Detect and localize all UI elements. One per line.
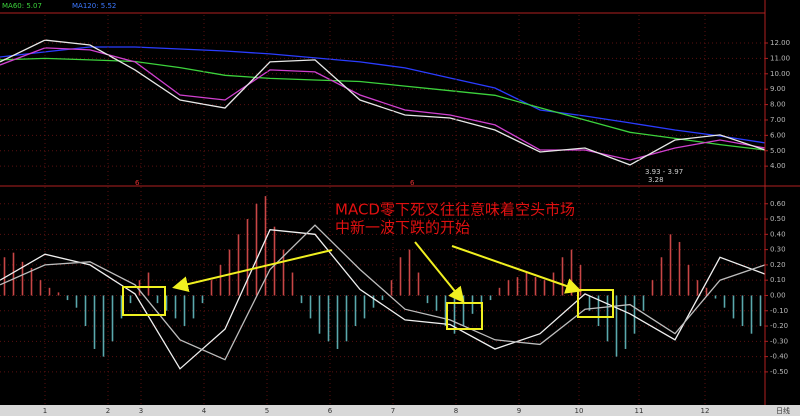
arrow	[451, 245, 582, 294]
y-tick-label: -0.40	[770, 353, 788, 361]
legend-entry: MA60: 5.07	[2, 2, 42, 10]
y-tick-label: 0.40	[770, 230, 786, 238]
period-marker: 6	[410, 179, 415, 187]
y-tick-label: 0.60	[770, 200, 786, 208]
highlight-boxes	[122, 286, 614, 330]
series-line	[0, 224, 766, 361]
y-tick-label: 0.50	[770, 215, 786, 223]
period-marker: 6	[135, 179, 140, 187]
series-line	[0, 57, 766, 151]
y-tick-label: 11.00	[770, 54, 790, 62]
price-annotation: 3.93 - 3.97	[645, 168, 683, 176]
y-tick-label: -0.10	[770, 307, 788, 315]
series-line	[0, 46, 766, 144]
y-tick-label: 0.00	[770, 291, 786, 299]
price-annotation: 3.28	[648, 176, 664, 184]
y-tick-label: 0.30	[770, 246, 786, 254]
x-tick-label: 4	[202, 407, 207, 415]
y-tick-label: -0.30	[770, 337, 788, 345]
arrow	[172, 249, 333, 293]
x-tick-label: 10	[575, 407, 584, 415]
x-tick-label: 11	[635, 407, 644, 415]
y-tick-label: 0.20	[770, 261, 786, 269]
highlight-box	[122, 286, 166, 316]
y-tick-label: -0.50	[770, 368, 788, 376]
y-tick-label: 0.10	[770, 276, 786, 284]
y-tick-label: 8.00	[770, 101, 786, 109]
x-tick-label: 8	[454, 407, 458, 415]
x-tick-label: 1	[43, 407, 47, 415]
x-tick-label: 2	[106, 407, 110, 415]
x-tick-label: 5	[265, 407, 269, 415]
y-tick-label: 5.00	[770, 147, 786, 155]
y-tick-label: 12.00	[770, 39, 790, 47]
x-axis-band	[0, 405, 800, 416]
x-tick-label: 6	[328, 407, 333, 415]
period-label: 日线	[776, 406, 790, 415]
series-line	[0, 39, 766, 166]
series-line	[0, 229, 766, 370]
x-tick-label: 3	[139, 407, 143, 415]
legend-entry: MA120: 5.52	[72, 2, 116, 10]
y-tick-label: 10.00	[770, 70, 790, 78]
y-tick-label: 4.00	[770, 162, 786, 170]
y-tick-label: 7.00	[770, 116, 786, 124]
y-tick-label: -0.20	[770, 322, 788, 330]
series-line	[0, 47, 766, 161]
x-tick-label: 12	[701, 407, 710, 415]
annotation: 中新一波下跌的开始	[335, 219, 470, 237]
annotation: MACD零下死叉往往意味着空头市场	[335, 201, 575, 219]
arrow	[414, 241, 465, 304]
x-tick-label: 7	[391, 407, 395, 415]
x-tick-label: 9	[517, 407, 521, 415]
arrows	[172, 241, 582, 304]
y-tick-label: 6.00	[770, 131, 786, 139]
highlight-box	[577, 289, 614, 318]
y-tick-label: 9.00	[770, 85, 786, 93]
plot-layer: 12.00 11.00 10.00 9.00 8.00 7.00 6.00 5.00 4.00 M…	[0, 2, 790, 404]
